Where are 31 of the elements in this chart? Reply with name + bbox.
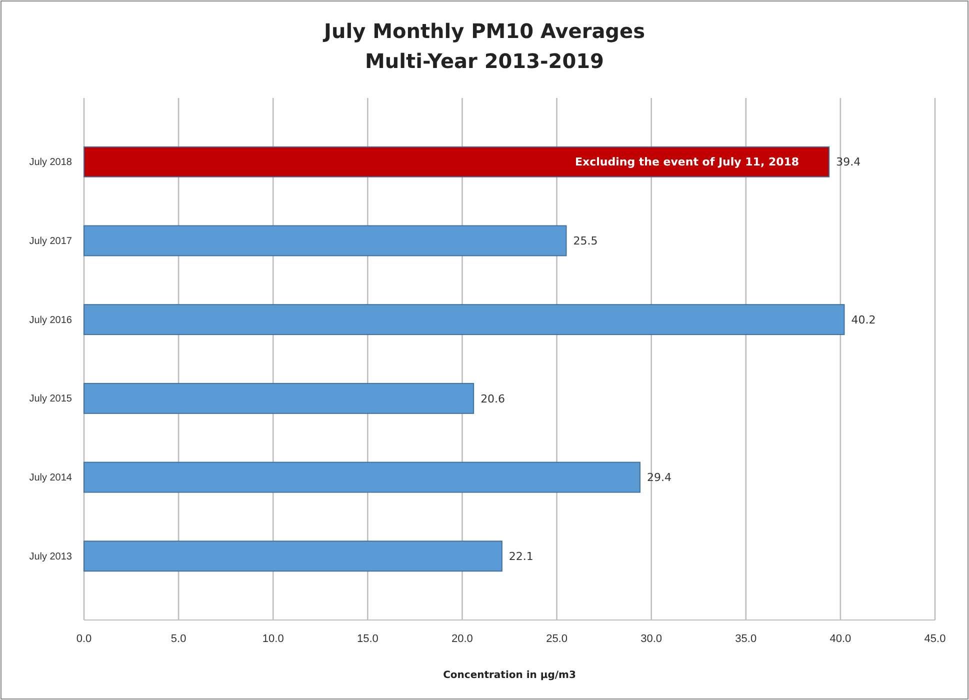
- y-tick-label: July 2017: [29, 236, 72, 247]
- y-tick-label: July 2013: [29, 551, 72, 562]
- bar: [84, 304, 845, 336]
- bar: [84, 462, 640, 493]
- x-tick-label: 25.0: [546, 632, 568, 645]
- y-tick-label: July 2015: [29, 394, 72, 405]
- bar: [84, 225, 567, 256]
- data-label: 39.4: [836, 156, 861, 169]
- y-tick-label: July 2014: [29, 472, 72, 484]
- x-tick-label: 35.0: [735, 632, 757, 645]
- y-tick-label: July 2016: [29, 314, 72, 326]
- x-tick-label: 15.0: [356, 632, 378, 645]
- chart-title: July Monthly PM10 Averages Multi-Year 2013-2019: [322, 19, 645, 73]
- data-label: 20.6: [480, 392, 506, 406]
- data-label: 29.4: [646, 471, 672, 484]
- bar: [84, 146, 830, 178]
- x-axis-title: Concentration in µg/m3: [443, 670, 576, 681]
- bar: [84, 382, 474, 414]
- x-tick-label: 40.0: [830, 632, 852, 645]
- annotation: Excluding the event of July 11, 2018: [574, 156, 800, 169]
- x-tick-label: 10.0: [262, 632, 284, 645]
- bar: [84, 540, 502, 572]
- data-label: 25.5: [573, 234, 598, 248]
- x-tick-label: 30.0: [640, 632, 662, 645]
- data-label: 22.1: [508, 550, 534, 563]
- x-tick-label: 20.0: [452, 632, 473, 645]
- y-tick-label: July 2018: [29, 157, 72, 168]
- x-tick-label: 0.0: [76, 632, 92, 645]
- data-label: 40.2: [851, 313, 876, 326]
- x-tick-label: 5.0: [170, 632, 186, 645]
- x-tick-label: 45.0: [924, 632, 946, 645]
